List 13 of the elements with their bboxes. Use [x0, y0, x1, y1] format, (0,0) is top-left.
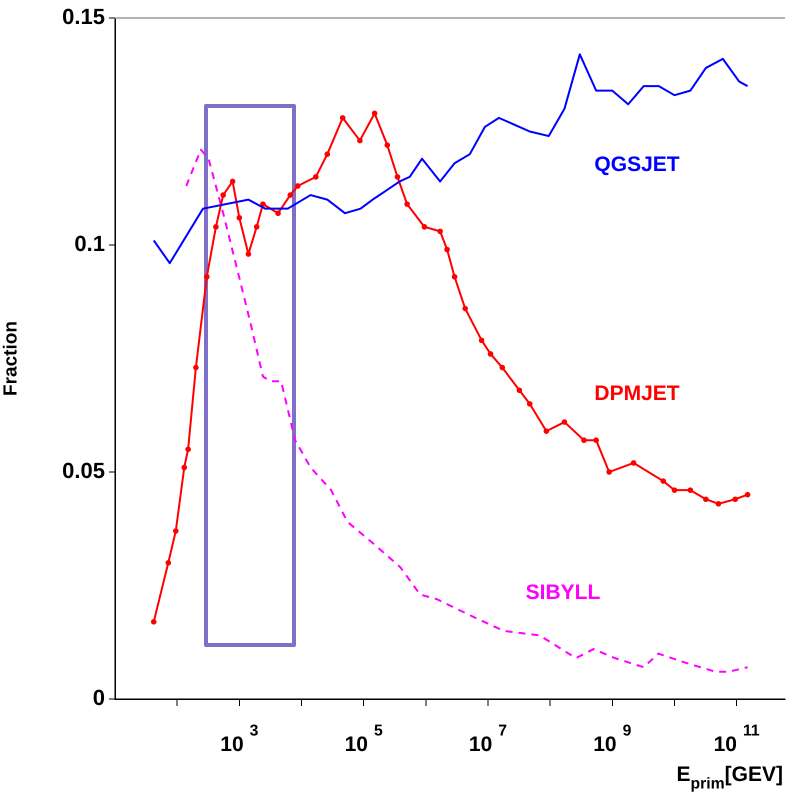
y-tick-label: 0 — [92, 685, 105, 710]
text: QGSJET — [594, 153, 680, 176]
x-tick-label: 103 — [220, 722, 259, 756]
series-label: DPMJET — [594, 382, 680, 405]
x-tick-label: 107 — [468, 722, 508, 756]
y-tick-label: 0.15 — [62, 4, 105, 30]
x-tick-label: 109 — [593, 722, 632, 756]
y-axis-title: Fraction — [0, 321, 22, 396]
y-tick-label: 0.1 — [74, 231, 105, 256]
x-tick-label: 1011 — [714, 722, 760, 756]
x-tick-label: 105 — [344, 722, 383, 756]
y-tick-label: 0.05 — [62, 458, 105, 484]
series-label: SIBYLL — [526, 581, 601, 604]
